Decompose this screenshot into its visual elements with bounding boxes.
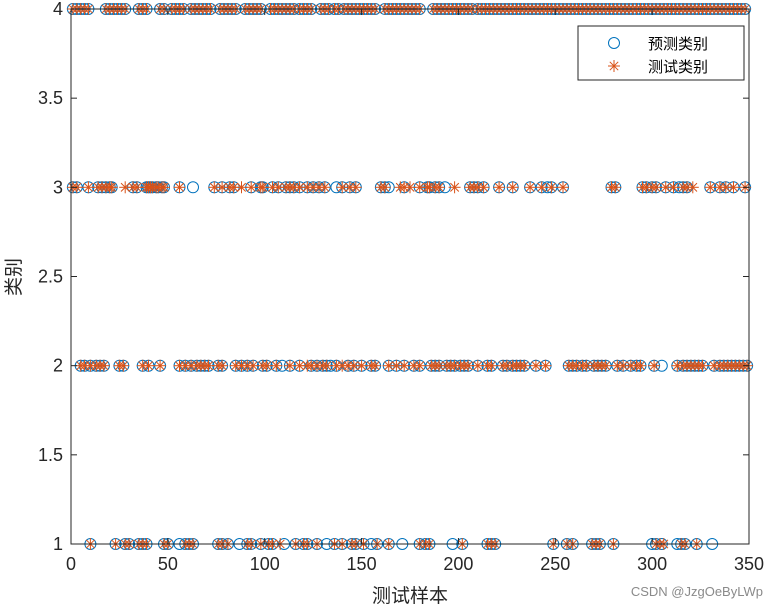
y-tick-label: 4 <box>53 0 63 19</box>
actual-point <box>471 359 484 372</box>
actual-point <box>293 359 306 372</box>
actual-point <box>260 359 273 372</box>
y-tick-label: 3.5 <box>38 88 63 108</box>
x-tick-label: 50 <box>158 554 178 574</box>
actual-point <box>270 359 283 372</box>
y-tick-label: 2.5 <box>38 267 63 287</box>
x-tick-label: 0 <box>66 554 76 574</box>
actual-point <box>686 181 699 194</box>
actual-point <box>433 181 446 194</box>
legend: 预测类别 测试类别 <box>577 25 745 81</box>
actual-point <box>390 359 403 372</box>
actual-point <box>227 181 240 194</box>
y-tick-label: 3 <box>53 177 63 197</box>
actual-point <box>518 359 531 372</box>
legend-label-series-1: 预测类别 <box>648 35 708 53</box>
actual-point <box>349 181 362 194</box>
actual-point <box>477 181 490 194</box>
y-tick-label: 2 <box>53 356 63 376</box>
actual-point <box>173 181 186 194</box>
actual-point <box>599 359 612 372</box>
actual-point <box>105 181 118 194</box>
legend-circle-marker-icon <box>608 37 620 49</box>
actual-point <box>493 181 506 194</box>
actual-point <box>545 181 558 194</box>
actual-point <box>413 359 426 372</box>
y-axis-ticks: 1 1.5 2 2.5 3 3.5 4 <box>38 0 749 554</box>
legend-label-series-2: 测试类别 <box>648 58 708 76</box>
actual-point <box>557 181 569 194</box>
x-tick-label: 100 <box>250 554 280 574</box>
actual-point <box>648 359 661 372</box>
actual-point <box>609 181 622 194</box>
actual-point <box>142 359 155 372</box>
actual-point <box>382 359 395 372</box>
watermark-text: CSDN @JzgOeByLWp <box>631 584 763 599</box>
actual-point <box>524 181 537 194</box>
legend-asterisk-marker-icon <box>608 60 620 72</box>
actual-point <box>378 181 391 194</box>
actual-point <box>318 181 331 194</box>
actual-point <box>158 181 170 194</box>
predicted-point <box>187 181 199 194</box>
actual-point <box>529 359 542 372</box>
x-tick-label: 300 <box>637 554 667 574</box>
actual-point <box>413 181 426 194</box>
actual-point <box>506 181 519 194</box>
y-tick-label: 1.5 <box>38 445 63 465</box>
x-tick-label: 350 <box>734 554 764 574</box>
actual-point <box>97 359 110 372</box>
x-tick-label: 150 <box>347 554 377 574</box>
y-axis-title: 类别 <box>3 258 25 296</box>
legend-box <box>577 25 745 81</box>
actual-point <box>696 359 709 372</box>
actual-point <box>433 359 446 372</box>
actual-point <box>369 359 382 372</box>
x-axis-title: 测试样本 <box>372 585 448 607</box>
x-tick-label: 200 <box>443 554 473 574</box>
actual-point <box>634 359 647 372</box>
actual-point <box>727 181 740 194</box>
actual-point <box>117 359 130 372</box>
y-tick-label: 1 <box>53 534 63 554</box>
actual-point <box>485 359 498 372</box>
actual-point <box>216 359 229 372</box>
actual-point <box>154 359 167 372</box>
actual-point <box>539 359 552 372</box>
x-tick-label: 250 <box>540 554 570 574</box>
x-axis-ticks: 0 50 100 150 200 250 300 350 <box>66 9 764 574</box>
actual-point <box>448 181 461 194</box>
